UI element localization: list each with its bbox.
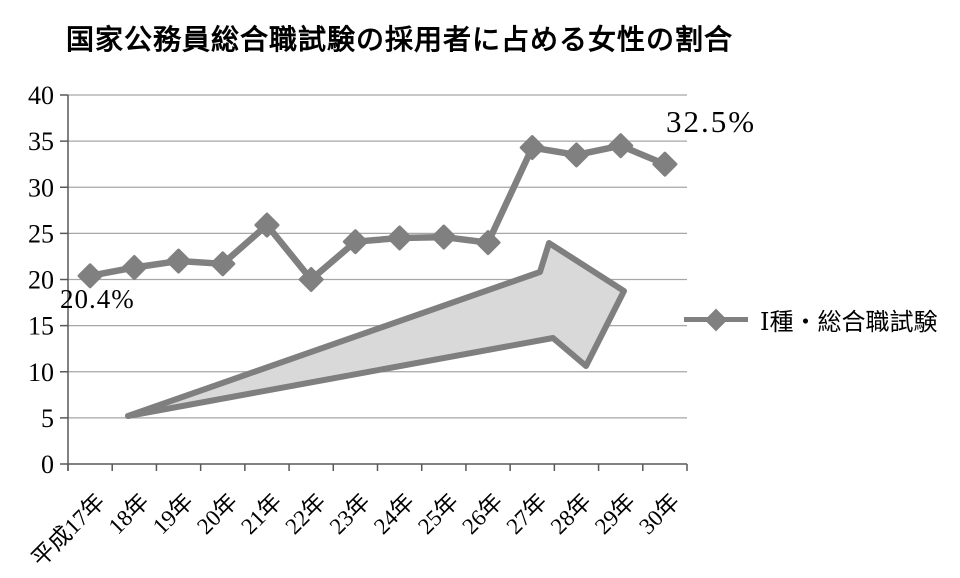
annotation-start-value: 20.4% [60,284,135,314]
legend: Ⅰ種・総合職試験 [684,302,937,337]
y-axis-label: 30 [28,173,54,202]
y-axis-label: 35 [28,127,54,156]
data-point-marker [298,267,324,292]
legend-diamond-icon [704,308,728,331]
data-point-marker [431,224,457,250]
data-point-marker [210,251,236,277]
data-point-marker [166,248,192,274]
legend-series-label: Ⅰ種・総合職試験 [760,310,938,336]
y-axis-label: 20 [28,266,54,295]
data-point-marker [342,229,368,255]
y-axis-label: 0 [41,450,54,479]
chart-title: 国家公務員総合職試験の採用者に占める女性の割合 [66,25,734,56]
data-point-marker [77,263,103,289]
data-point-marker [608,133,634,159]
y-axis-label: 25 [28,219,54,248]
data-point-marker [652,151,678,177]
legend-line-icon [684,308,748,331]
y-axis-label: 15 [28,312,54,341]
y-axis-label: 10 [28,358,54,387]
data-point-marker [563,142,589,168]
y-axis-label: 5 [41,404,54,433]
data-point-marker [475,230,501,256]
data-point-marker [254,212,280,238]
data-point-marker [519,135,545,161]
annotation-end-value: 32.5% [666,104,757,139]
growth-arrow-shape [125,240,627,419]
data-point-marker [121,255,147,281]
data-point-marker [387,225,413,251]
y-axis-label: 40 [28,81,54,110]
